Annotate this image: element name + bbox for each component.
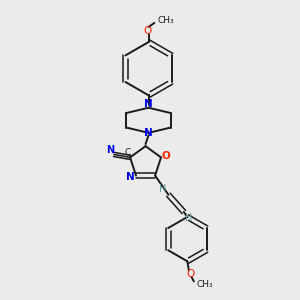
Text: O: O: [162, 151, 171, 161]
Text: N: N: [106, 145, 114, 155]
Text: N: N: [126, 172, 135, 182]
Text: H: H: [159, 184, 167, 194]
Text: N: N: [144, 128, 153, 138]
Text: O: O: [143, 26, 151, 36]
Text: CH₃: CH₃: [196, 280, 213, 290]
Text: CH₃: CH₃: [158, 16, 175, 25]
Text: C: C: [124, 148, 131, 157]
Text: N: N: [144, 99, 153, 109]
Text: H: H: [185, 213, 193, 223]
Text: O: O: [186, 269, 194, 279]
